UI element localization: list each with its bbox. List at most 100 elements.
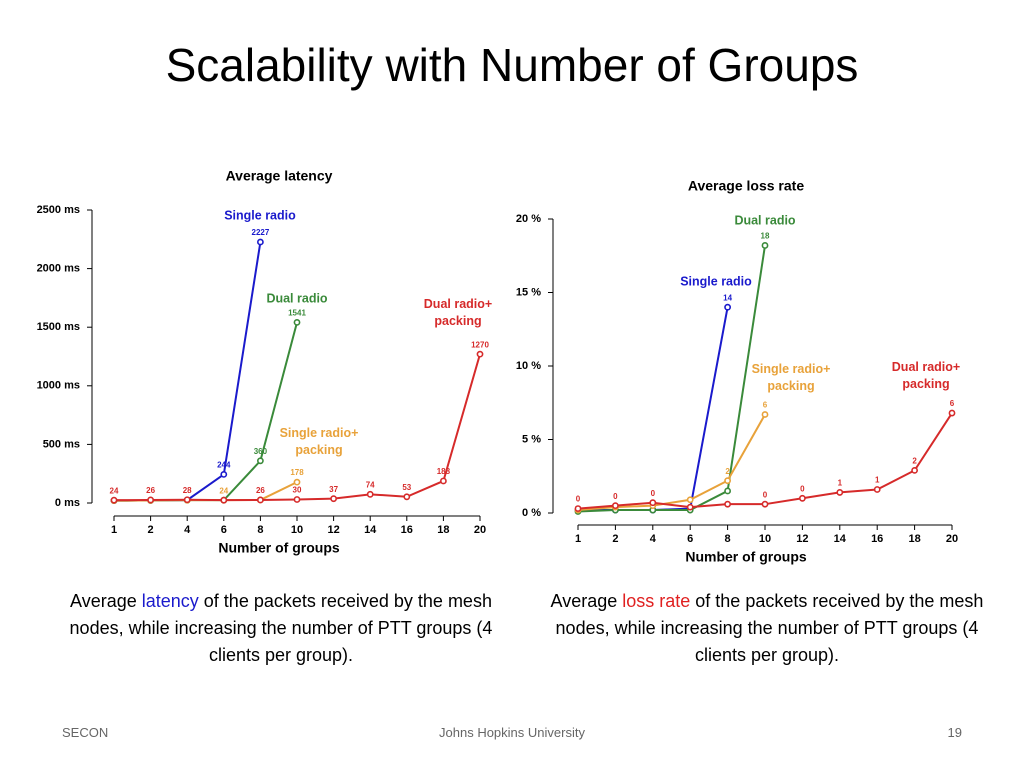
series-line [578,307,729,512]
x-tick-label: 8 [725,533,731,545]
data-point [761,242,769,249]
series-label: Dual radio+ packing [891,360,961,391]
data-label: 6 [950,399,955,408]
x-axis-label: Number of groups [218,540,340,556]
data-point [220,471,228,478]
data-label: 178 [290,468,304,477]
x-tick-label: 20 [946,533,958,545]
data-label: 2 [725,467,730,476]
y-tick-label: 2000 ms [37,263,80,275]
y-tick-label: 1000 ms [37,380,80,392]
data-point [476,350,484,358]
data-point [293,318,301,326]
x-tick-label: 4 [650,533,657,545]
y-tick-label: 15 % [516,286,541,298]
footer-left: SECON [62,725,109,740]
data-point [724,303,731,311]
x-tick-label: 4 [184,524,191,536]
data-label: 6 [763,401,768,410]
data-label: 30 [293,486,302,495]
chart-title: Average loss rate [688,178,804,194]
data-point [724,477,731,485]
footer-center: Johns Hopkins University [439,725,585,740]
data-point [293,478,301,486]
series-label: Single radio [224,208,296,223]
chart-title: Average latency [226,168,333,184]
y-tick-label: 20 % [516,213,541,225]
y-tick-label: 5 % [522,433,541,445]
data-label: 24 [219,486,228,495]
caption-text: of the packets received by the mesh node… [69,591,493,665]
x-tick-label: 16 [871,533,883,545]
data-point [220,496,228,504]
data-point [330,495,337,503]
data-point [836,489,844,496]
y-tick-label: 2500 ms [37,204,80,216]
series-line [577,245,766,513]
series-label: Dual radio [266,291,328,306]
y-tick-label: 0 ms [55,497,80,509]
data-label: 0 [651,489,656,498]
x-tick-label: 12 [327,524,339,536]
data-label: 26 [256,486,265,495]
data-label: 1 [875,476,880,485]
data-point [873,486,881,493]
x-tick-label: 8 [257,524,263,536]
y-tick-label: 500 ms [43,438,80,450]
data-label: 26 [146,486,155,495]
data-point [256,496,264,504]
data-point [761,500,769,508]
slide-title: Scalability with Number of Groups [165,39,859,91]
data-label: 1270 [471,340,489,349]
x-tick-label: 14 [834,533,847,545]
x-tick-label: 1 [111,524,117,536]
data-label: 53 [402,483,411,492]
data-point [256,457,264,465]
data-point [649,499,657,507]
data-label: 28 [183,486,192,495]
data-label: 0 [576,495,581,504]
x-tick-label: 10 [759,533,771,545]
data-point [439,477,447,485]
x-tick-label: 2 [148,524,154,536]
series-label: Dual radio [734,213,796,228]
series-line [113,481,298,502]
series-label: Dual radio+ packing [423,297,493,328]
series-line [113,241,262,502]
x-tick-label: 12 [796,533,808,545]
data-point [147,496,154,504]
data-point [724,487,731,495]
data-point [686,496,694,504]
data-point [256,238,264,246]
x-tick-label: 6 [221,524,227,536]
data-label: 18 [761,232,770,241]
x-tick-label: 18 [437,524,449,536]
data-point [110,496,118,504]
data-label: 244 [217,461,231,470]
data-point [574,505,582,512]
x-tick-label: 14 [364,524,377,536]
series-label: Single radio+ packing [279,426,359,457]
y-tick-label: 10 % [516,360,541,372]
series-line [577,414,766,512]
data-point [366,490,374,498]
footer-right: 19 [947,725,962,740]
caption-highlight: loss rate [622,591,691,611]
x-tick-label: 20 [474,524,486,536]
caption: Average latency of the packets received … [56,588,506,669]
x-tick-label: 1 [575,533,581,545]
data-label: 1 [838,479,843,488]
data-label: 2227 [252,228,270,237]
series-line [113,322,298,502]
data-point [686,503,694,511]
x-tick-label: 16 [401,524,413,536]
x-tick-label: 18 [908,533,920,545]
caption-text: of the packets received by the mesh node… [555,591,984,665]
y-tick-label: 1500 ms [37,321,80,333]
x-axis-label: Number of groups [685,549,807,565]
series-label: Single radio [680,274,752,289]
series-label: Single radio+ packing [751,362,831,393]
caption-text: Average [70,591,142,611]
data-label: 74 [366,480,375,489]
